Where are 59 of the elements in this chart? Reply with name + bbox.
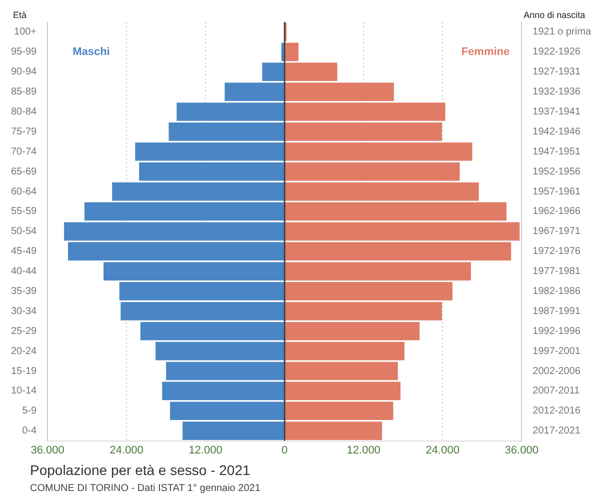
y2-tick-label: 1962-1966 <box>532 206 581 218</box>
x-tick-label: 0 <box>282 444 288 456</box>
text: Popolazione per età e sesso - 2021 <box>30 462 252 478</box>
y2-tick-label: 1992-1996 <box>532 326 581 337</box>
y2-tick-label: 1932-1936 <box>532 86 581 98</box>
y-tick-label: 90-94 <box>11 66 38 78</box>
y2-tick-label: 1967-1971 <box>532 226 581 238</box>
y-axis-title: Età <box>13 10 27 20</box>
y2-tick-label: 1972-1976 <box>532 246 581 258</box>
x-tick-label: 36.000 <box>504 444 538 456</box>
y2-tick-label: 1921 o prima <box>532 26 592 38</box>
y-tick-label: 50-54 <box>11 226 38 238</box>
y2-tick-label: 1937-1941 <box>532 106 581 118</box>
y2-tick-label: 1987-1991 <box>532 306 581 317</box>
y-tick-label: 35-39 <box>11 286 38 297</box>
y-tick-label: 70-74 <box>11 146 38 158</box>
y-tick-label: 30-34 <box>11 306 38 317</box>
y-tick-label: 15-19 <box>11 366 38 377</box>
y-tick-label: 80-84 <box>11 106 38 118</box>
y2-tick-label: 2017-2021 <box>532 426 581 437</box>
y2-tick-label: 1952-1956 <box>532 166 581 178</box>
y-tick-label: 10-14 <box>11 386 38 397</box>
y2-tick-label: 1957-1961 <box>532 186 581 198</box>
y-tick-label: 25-29 <box>11 326 38 337</box>
bar <box>285 182 479 201</box>
y-tick-label: 85-89 <box>11 86 38 98</box>
y-tick-label: 100+ <box>14 26 37 38</box>
y-tick-label: 5-9 <box>22 406 38 417</box>
y-tick-label: 55-59 <box>11 206 38 218</box>
x-tick-label: 24.000 <box>110 444 144 456</box>
y2-tick-label: 2007-2011 <box>532 386 580 397</box>
bar <box>166 362 284 380</box>
y-tick-label: 40-44 <box>11 266 38 278</box>
y2-tick-label: 2002-2006 <box>532 366 581 377</box>
y-tick-label: 60-64 <box>11 186 38 198</box>
y2-tick-label: 1997-2001 <box>532 346 581 357</box>
y2-tick-label: 1922-1926 <box>532 46 581 58</box>
y2-tick-label: 1942-1946 <box>532 126 581 138</box>
y-tick-label: 95-99 <box>11 46 38 58</box>
x-tick-label: 12.000 <box>188 444 222 456</box>
text: COMUNE DI TORINO - Dati ISTAT 1° gennaio 2021 <box>30 483 262 494</box>
x-tick-label: 36.000 <box>30 444 64 456</box>
y2-tick-label: 1927-1931 <box>532 66 581 78</box>
text: Femmine <box>461 46 510 58</box>
y-tick-label: 75-79 <box>11 126 38 138</box>
y-tick-label: 20-24 <box>11 346 38 357</box>
y-tick-label: 0-4 <box>22 426 38 437</box>
y-tick-label: 45-49 <box>11 246 38 258</box>
x-tick-label: 12.000 <box>346 444 380 456</box>
y2-tick-label: 1977-1981 <box>532 266 581 278</box>
y2-tick-label: 1947-1951 <box>532 146 581 158</box>
bar <box>285 362 398 380</box>
y-tick-label: 65-69 <box>11 166 38 178</box>
y2-axis-title: Anno di nascita <box>524 10 586 20</box>
y2-tick-label: 2012-2016 <box>532 406 581 417</box>
y2-tick-label: 1982-1986 <box>532 286 581 297</box>
text: Maschi <box>72 46 110 58</box>
x-tick-label: 24.000 <box>426 444 460 456</box>
bar <box>112 182 284 201</box>
